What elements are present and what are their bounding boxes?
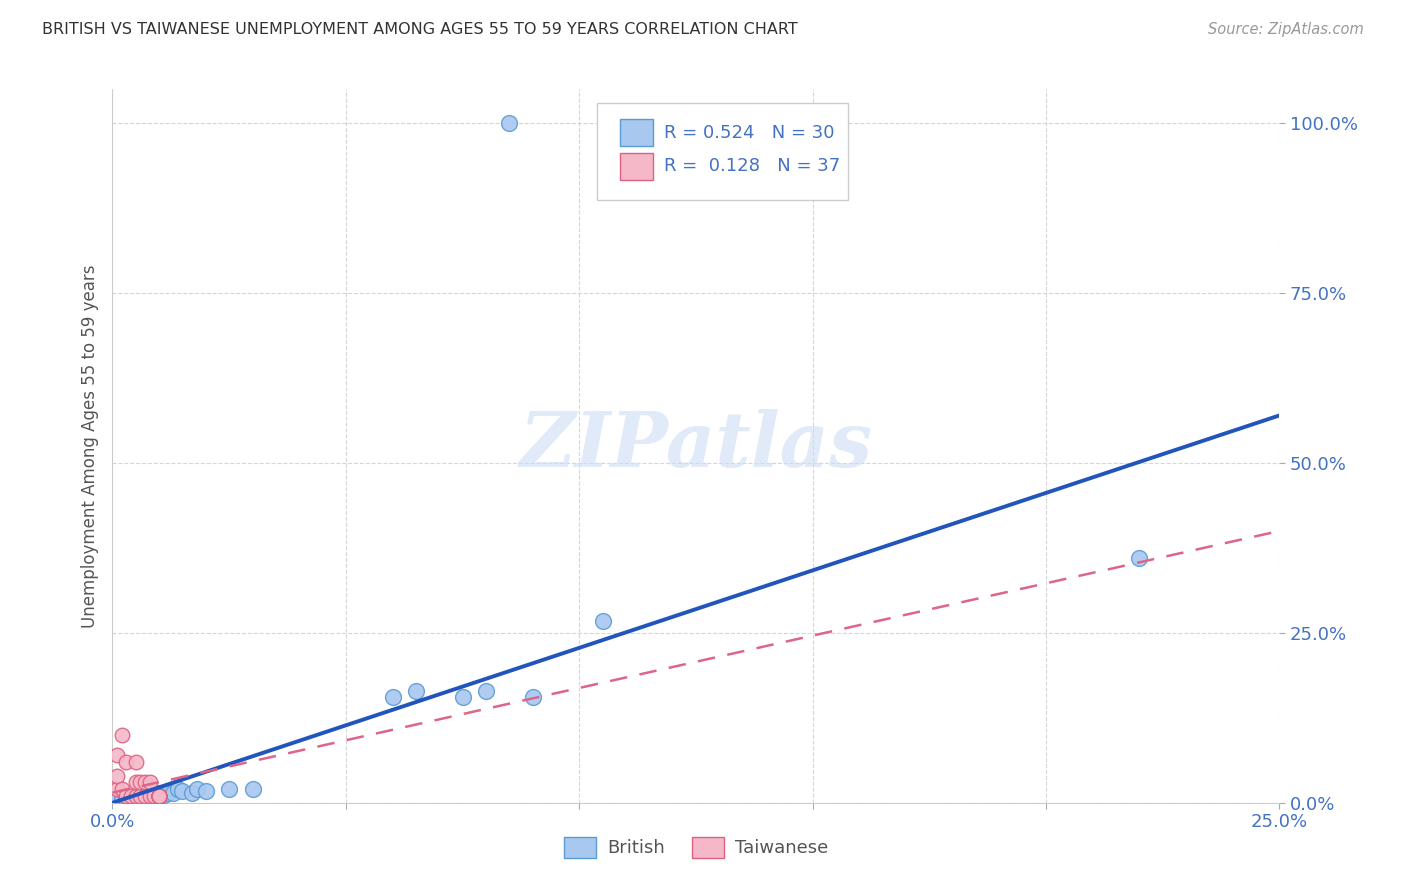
Point: [115, 792, 138, 806]
Point: [148, 789, 170, 803]
Point: [105, 769, 128, 783]
Point: [134, 789, 156, 803]
Point: [157, 786, 180, 800]
Text: ZIPatlas: ZIPatlas: [519, 409, 873, 483]
Point: [148, 789, 170, 803]
Point: [148, 789, 170, 803]
Point: [186, 782, 208, 797]
Point: [125, 792, 148, 806]
Point: [405, 683, 427, 698]
Point: [194, 783, 217, 797]
Point: [148, 789, 170, 803]
Y-axis label: Unemployment Among Ages 55 to 59 years: Unemployment Among Ages 55 to 59 years: [80, 264, 98, 628]
Text: R =  0.128   N = 37: R = 0.128 N = 37: [665, 157, 841, 175]
Point: [180, 786, 202, 800]
Point: [148, 789, 170, 803]
Point: [148, 789, 170, 803]
Point: [148, 789, 170, 803]
Point: [129, 789, 152, 803]
Point: [172, 783, 194, 797]
Point: [134, 775, 156, 789]
Point: [153, 788, 176, 802]
Point: [148, 789, 170, 803]
Point: [125, 755, 148, 769]
Point: [111, 792, 134, 806]
Point: [129, 775, 152, 789]
Point: [148, 789, 170, 803]
Point: [451, 690, 474, 705]
Text: BRITISH VS TAIWANESE UNEMPLOYMENT AMONG AGES 55 TO 59 YEARS CORRELATION CHART: BRITISH VS TAIWANESE UNEMPLOYMENT AMONG …: [42, 22, 799, 37]
Point: [115, 789, 138, 803]
Point: [522, 690, 544, 705]
Legend: British, Taiwanese: British, Taiwanese: [557, 830, 835, 865]
Point: [148, 789, 170, 803]
Point: [139, 789, 162, 803]
Point: [148, 789, 170, 803]
Point: [148, 789, 170, 803]
Point: [139, 775, 162, 789]
Point: [134, 789, 156, 803]
Point: [592, 614, 614, 628]
Point: [218, 782, 240, 797]
Point: [148, 786, 170, 800]
Point: [125, 775, 148, 789]
Point: [134, 786, 156, 800]
Point: [111, 782, 134, 797]
Point: [148, 789, 170, 803]
Point: [120, 792, 142, 806]
Point: [105, 748, 128, 763]
Point: [120, 789, 142, 803]
Bar: [620, 153, 652, 180]
Point: [148, 789, 170, 803]
Point: [105, 792, 128, 806]
Point: [162, 786, 184, 800]
FancyBboxPatch shape: [596, 103, 848, 200]
Text: Source: ZipAtlas.com: Source: ZipAtlas.com: [1208, 22, 1364, 37]
Point: [242, 782, 264, 797]
Point: [129, 789, 152, 803]
Point: [105, 782, 128, 797]
Point: [381, 690, 404, 705]
Point: [125, 789, 148, 803]
Point: [498, 116, 520, 130]
Bar: [620, 120, 652, 146]
Point: [166, 782, 188, 797]
Text: R = 0.524   N = 30: R = 0.524 N = 30: [665, 124, 835, 142]
Point: [143, 789, 166, 803]
Point: [148, 789, 170, 803]
Point: [115, 755, 138, 769]
Point: [115, 789, 138, 803]
Point: [475, 683, 498, 698]
Point: [139, 789, 162, 803]
Point: [148, 789, 170, 803]
Point: [1128, 551, 1150, 566]
Point: [143, 788, 166, 802]
Point: [125, 789, 148, 803]
Point: [148, 789, 170, 803]
Point: [148, 789, 170, 803]
Point: [111, 728, 134, 742]
Point: [148, 789, 170, 803]
